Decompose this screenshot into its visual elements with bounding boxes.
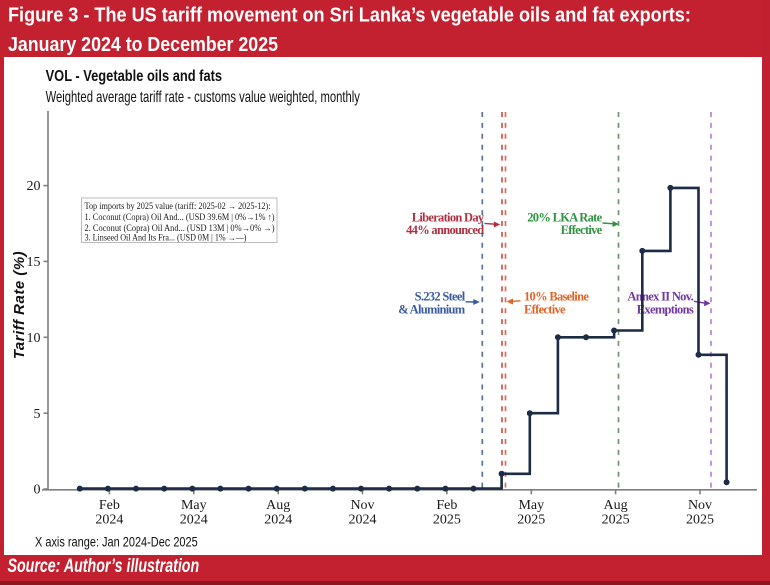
svg-text:Aug: Aug [266,498,290,513]
svg-text:January 2024 to December 2025: January 2024 to December 2025 [8,34,278,56]
svg-text:10% Baseline: 10% Baseline [524,289,589,303]
svg-text:1. Coconut (Copra) Oil And...: 1. Coconut (Copra) Oil And... (USD 39.6M… [85,212,275,222]
svg-text:44% announced: 44% announced [406,223,484,237]
svg-text:Weighted average tariff rate -: Weighted average tariff rate - customs v… [46,87,360,106]
svg-text:3. Linseed Oil And Its Fra...: 3. Linseed Oil And Its Fra... (USD 0M | … [85,233,247,243]
svg-text:& Aluminium: & Aluminium [398,302,466,316]
svg-text:May: May [181,498,207,513]
svg-text:Aug: Aug [604,498,628,513]
svg-text:2024: 2024 [349,513,377,528]
svg-text:Feb: Feb [436,498,457,513]
svg-text:2024: 2024 [264,513,292,528]
svg-text:Annex II Nov.: Annex II Nov. [627,290,693,304]
svg-text:Nov: Nov [688,498,712,513]
svg-text:5: 5 [34,407,41,422]
svg-text:2024: 2024 [95,513,123,528]
svg-text:20% LKA Rate: 20% LKA Rate [527,210,602,224]
svg-text:Feb: Feb [99,498,120,513]
svg-text:Tariff Rate (%): Tariff Rate (%) [11,251,28,359]
svg-text:Source: Author’s illustration: Source: Author’s illustration [8,555,200,577]
svg-text:Nov: Nov [350,498,374,513]
svg-text:2024: 2024 [180,513,208,528]
svg-text:X axis range: Jan 2024-Dec 202: X axis range: Jan 2024-Dec 2025 [35,534,198,549]
svg-text:2025: 2025 [517,513,545,528]
svg-text:S.232 Steel: S.232 Steel [415,289,466,303]
svg-text:Effective: Effective [524,302,566,316]
svg-text:May: May [518,498,544,513]
svg-text:Figure 3 - The US tariff movem: Figure 3 - The US tariff movement on Sri… [8,5,691,27]
svg-text:Top imports by 2025 value (tar: Top imports by 2025 value (tariff: 2025-… [85,201,271,211]
svg-text:0: 0 [34,483,41,498]
svg-text:Liberation Day: Liberation Day [412,210,485,224]
svg-text:Exemptions: Exemptions [637,302,694,316]
svg-text:10: 10 [27,331,41,346]
svg-text:2. Coconut (Copra) Oil And...: 2. Coconut (Copra) Oil And... (USD 13M |… [85,223,275,233]
svg-text:2025: 2025 [602,513,630,528]
svg-text:VOL - Vegetable oils and fats: VOL - Vegetable oils and fats [46,68,222,86]
svg-text:2025: 2025 [686,513,714,528]
svg-text:20: 20 [27,179,41,194]
svg-text:2025: 2025 [433,513,461,528]
svg-text:15: 15 [27,255,41,270]
svg-text:Effective: Effective [561,223,603,237]
